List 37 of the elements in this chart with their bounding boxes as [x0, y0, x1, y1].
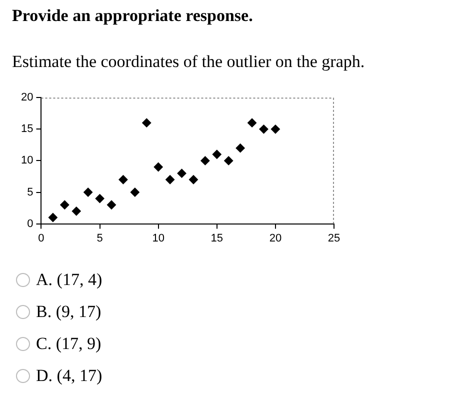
y-tick-label: 5 — [27, 186, 34, 198]
text: B. (9, 17) — [36, 302, 102, 322]
text: C. (17, 9) — [36, 334, 102, 354]
point — [130, 188, 140, 197]
point — [118, 175, 128, 184]
chart-subtitle: Estimate the coordinates of the outlier on the graph. — [12, 52, 365, 72]
y-tick-label: 20 — [20, 92, 34, 104]
x-tick-label: 20 — [269, 232, 282, 244]
point — [166, 175, 175, 184]
text: A. (17, 4) — [36, 270, 102, 290]
x-tick-label: 0 — [38, 232, 44, 244]
x-tick-label: 10 — [152, 232, 164, 244]
point — [60, 200, 70, 210]
x-tick-label: 15 — [210, 232, 224, 244]
point — [212, 150, 222, 159]
point — [154, 162, 163, 172]
point — [236, 144, 245, 153]
y-tick-label: 0 — [27, 218, 34, 230]
point — [107, 200, 116, 210]
point — [142, 118, 152, 128]
point — [177, 168, 186, 178]
point — [259, 124, 268, 134]
text: D. (4, 17) — [36, 366, 102, 386]
point — [270, 124, 280, 134]
point — [188, 175, 198, 184]
point — [200, 156, 210, 166]
point — [95, 194, 104, 204]
y-tick-label: 15 — [20, 123, 34, 136]
point — [84, 188, 93, 197]
chart-title: Provide an appropriate response. — [12, 6, 253, 26]
point — [72, 206, 81, 216]
point — [224, 156, 234, 166]
x-tick-label: 5 — [96, 232, 103, 244]
point — [248, 118, 257, 128]
point — [48, 212, 58, 222]
x-tick-label: 25 — [328, 232, 340, 244]
y-tick-label: 10 — [20, 154, 34, 167]
